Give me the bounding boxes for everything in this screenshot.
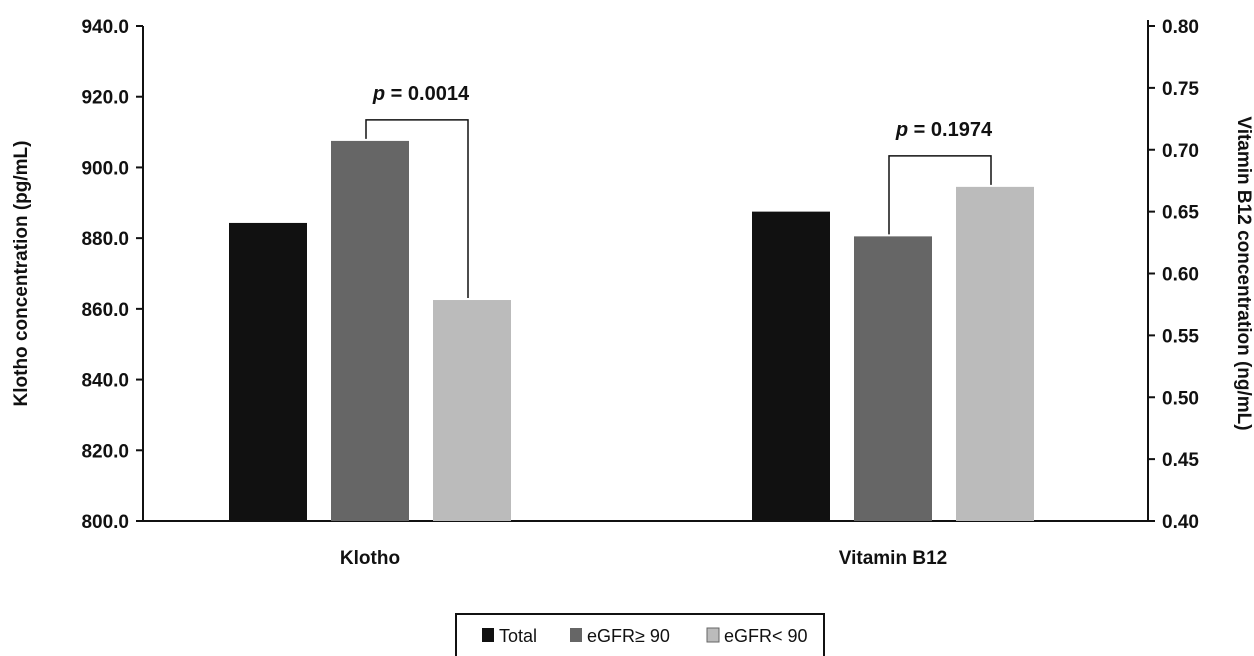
right-y-tick-label: 0.70 (1162, 141, 1199, 162)
p-value-label: p = 0.1974 (895, 119, 993, 141)
bar-klotho-series-2 (433, 300, 511, 521)
right-y-tick-label: 0.50 (1162, 388, 1199, 409)
x-category-label: Klotho (340, 548, 400, 569)
x-category-label: Vitamin B12 (839, 548, 947, 569)
left-y-tick-label: 860.0 (81, 300, 129, 321)
left-y-tick-label: 920.0 (81, 88, 129, 109)
legend-swatch-1 (570, 628, 582, 642)
right-y-tick-label: 0.55 (1162, 326, 1199, 347)
left-y-tick-label: 820.0 (81, 441, 129, 462)
p-symbol: p (372, 83, 385, 105)
legend-swatch-0 (482, 628, 494, 642)
left-y-tick-label: 900.0 (81, 158, 129, 179)
p-value-label: p = 0.0014 (372, 83, 470, 105)
significance-bracket (365, 119, 469, 299)
right-y-tick-label: 0.40 (1162, 512, 1199, 533)
legend-label-1: eGFR≥ 90 (587, 626, 670, 646)
left-y-tick-label: 800.0 (81, 512, 129, 533)
right-y-axis-title: Vitamin B12 concentration (ng/mL) (1233, 116, 1254, 430)
right-y-tick-label: 0.60 (1162, 265, 1199, 286)
right-y-tick-label: 0.80 (1162, 17, 1199, 38)
legend-label-0: Total (499, 626, 537, 646)
bar-vitamin-b12-series-1 (854, 236, 932, 521)
p-value-number: 0.1974 (931, 119, 993, 141)
bar-vitamin-b12-series-0 (752, 211, 830, 521)
legend-box (455, 613, 825, 656)
p-value-number: 0.0014 (408, 83, 470, 105)
bar-klotho-series-1 (331, 140, 409, 522)
bar-klotho-series-0 (229, 222, 307, 522)
legend-swatch-2 (706, 627, 720, 643)
left-y-tick-label: 880.0 (81, 229, 129, 250)
p-symbol: p (895, 119, 908, 141)
legend-label-2: eGFR< 90 (724, 626, 808, 646)
right-y-tick-label: 0.75 (1162, 79, 1199, 100)
left-y-axis-title: Klotho concentration (pg/mL) (11, 141, 32, 407)
p-equals: = (908, 119, 931, 141)
right-y-tick-label: 0.65 (1162, 203, 1199, 224)
significance-bracket (888, 155, 992, 235)
bar-vitamin-b12-series-2 (956, 186, 1034, 521)
left-y-tick-label: 940.0 (81, 17, 129, 38)
left-y-tick-label: 840.0 (81, 371, 129, 392)
right-y-tick-label: 0.45 (1162, 450, 1199, 471)
p-equals: = (385, 83, 408, 105)
